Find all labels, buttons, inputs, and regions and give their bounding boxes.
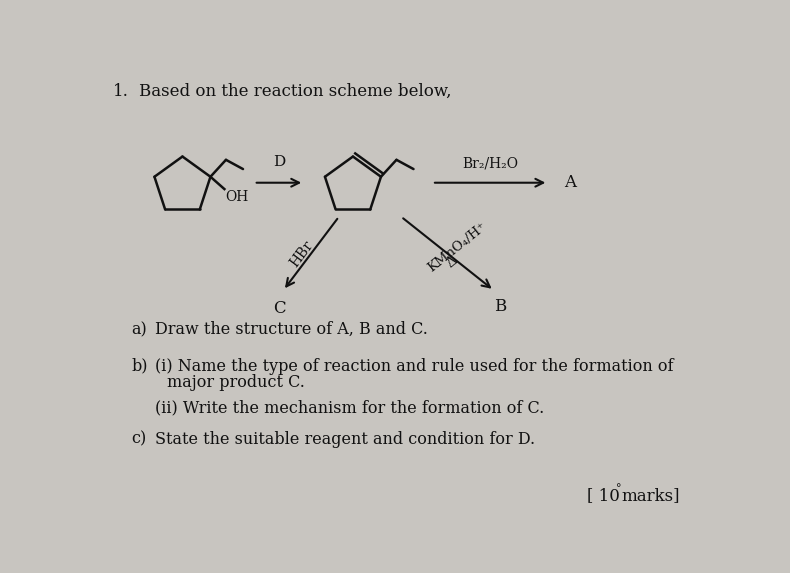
Text: D: D xyxy=(273,155,285,169)
Text: KMnO₄/H⁺: KMnO₄/H⁺ xyxy=(425,220,489,274)
Text: A: A xyxy=(564,174,576,191)
Text: C: C xyxy=(273,300,286,317)
Text: Δ: Δ xyxy=(443,253,460,270)
Text: (ii) Write the mechanism for the formation of C.: (ii) Write the mechanism for the formati… xyxy=(155,400,544,417)
Text: Based on the reaction scheme below,: Based on the reaction scheme below, xyxy=(139,83,452,100)
Text: c): c) xyxy=(131,431,147,448)
Text: marks]: marks] xyxy=(621,487,679,504)
Text: a): a) xyxy=(131,321,147,338)
Text: B: B xyxy=(494,298,506,315)
Text: HBr: HBr xyxy=(288,238,316,269)
Text: major product C.: major product C. xyxy=(167,374,305,391)
Text: [ 10: [ 10 xyxy=(587,487,620,504)
Text: Br₂/H₂O: Br₂/H₂O xyxy=(462,156,518,170)
Text: OH: OH xyxy=(225,190,248,204)
Text: Draw the structure of A, B and C.: Draw the structure of A, B and C. xyxy=(155,321,427,338)
Text: °: ° xyxy=(616,484,622,494)
Text: 1.: 1. xyxy=(113,83,129,100)
Text: State the suitable reagent and condition for D.: State the suitable reagent and condition… xyxy=(155,431,535,448)
Text: b): b) xyxy=(131,358,148,375)
Text: (i) Name the type of reaction and rule used for the formation of: (i) Name the type of reaction and rule u… xyxy=(155,358,673,375)
